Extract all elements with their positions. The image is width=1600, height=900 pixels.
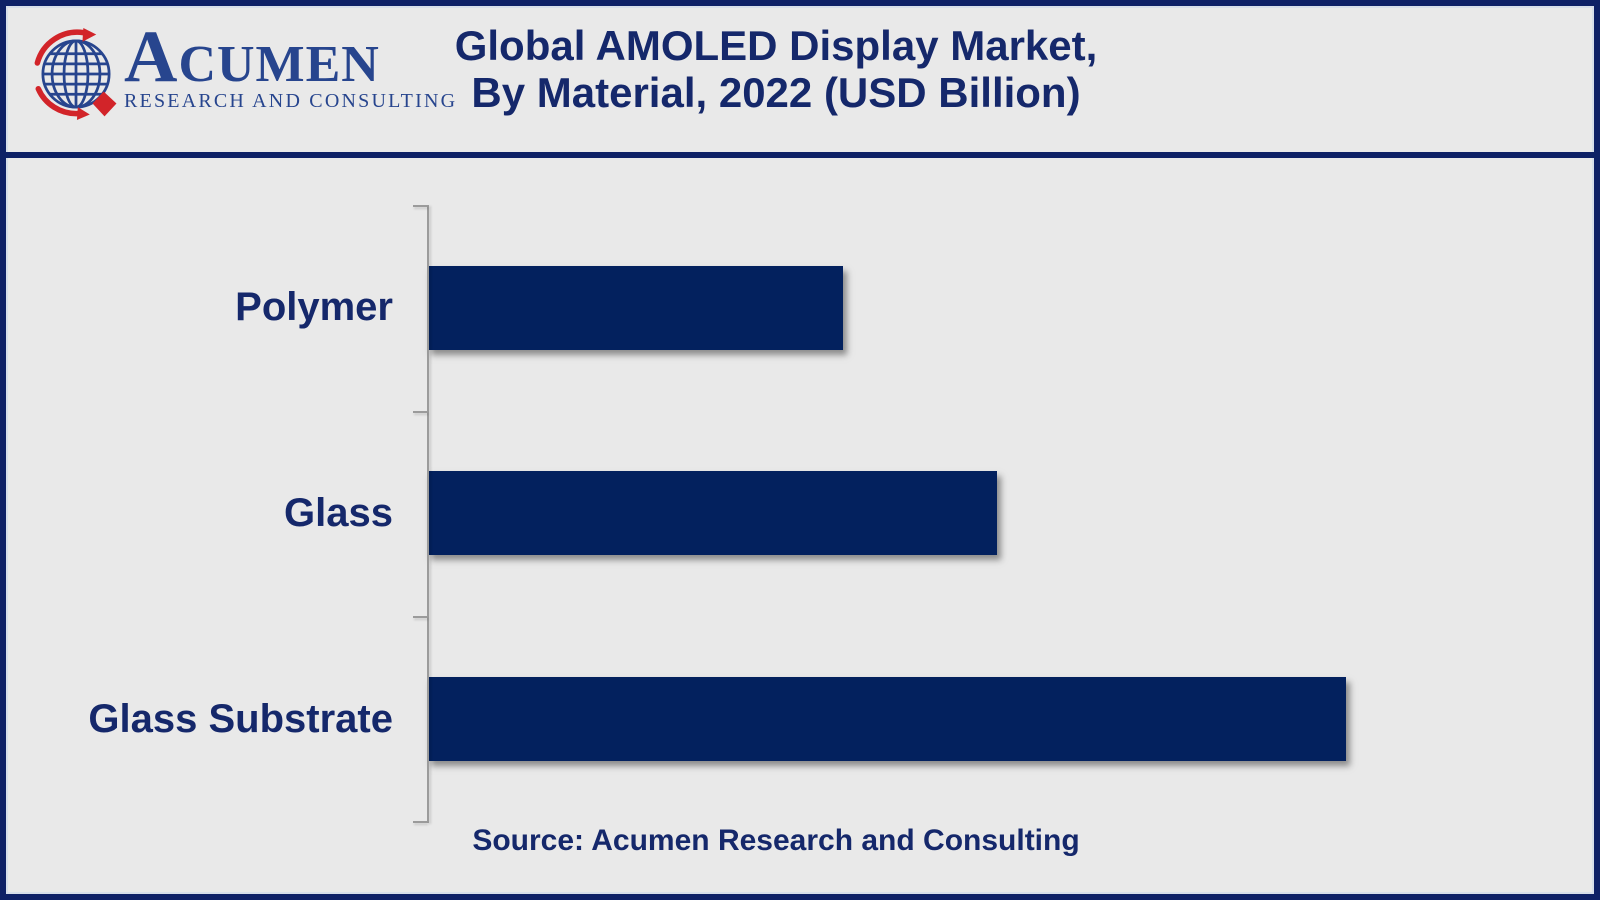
category-label-glass: Glass [284, 490, 393, 535]
header-divider [6, 152, 1594, 158]
bar-glass-substrate [427, 677, 1346, 762]
logo-brand-subtitle: RESEARCH AND CONSULTING [124, 90, 458, 112]
diamond-icon [92, 91, 117, 117]
chart-title-line1: Global AMOLED Display Market, [454, 22, 1098, 69]
chart-row-polymer: Polymer [6, 205, 1594, 411]
chart-title-line2: By Material, 2022 (USD Billion) [471, 69, 1081, 116]
chart-row-glass: Glass [6, 411, 1594, 617]
axis-tick [413, 616, 427, 618]
bar-glass [427, 471, 998, 556]
category-label-polymer: Polymer [235, 285, 393, 330]
y-axis-line [427, 205, 429, 823]
source-attribution: Source: Acumen Research and Consulting [472, 824, 1080, 857]
logo-text: Acumen RESEARCH AND CONSULTING [124, 20, 458, 113]
axis-tick [413, 411, 427, 413]
bar-chart: Polymer Glass Glass Substrate [6, 205, 1594, 822]
axis-tick [413, 205, 427, 207]
category-label-glass-substrate: Glass Substrate [88, 696, 393, 741]
chart-title: Global AMOLED Display Market, By Materia… [455, 22, 1098, 116]
acumen-logo: Acumen RESEARCH AND CONSULTING [30, 20, 458, 120]
globe-icon [34, 28, 117, 120]
axis-tick [413, 821, 427, 823]
logo-brand-name: Acumen [124, 16, 380, 98]
orbit-arrows-icon [34, 29, 87, 117]
bar-track [427, 616, 1500, 822]
bar-track [427, 411, 1500, 617]
bar-track [427, 205, 1500, 411]
chart-row-glass-substrate: Glass Substrate [6, 616, 1594, 822]
bar-polymer [427, 265, 843, 350]
